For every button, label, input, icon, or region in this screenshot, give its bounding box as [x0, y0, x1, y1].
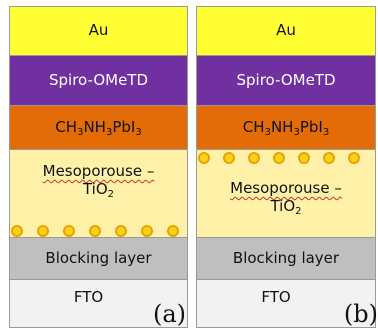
mesoporous-label-line2: TiO2 [270, 197, 302, 217]
fto-layer: FTO [9, 280, 188, 328]
perovskite-label: CH3NH3PbI3 [55, 117, 142, 138]
perovskite-layer: CH3NH3PbI3 [9, 106, 188, 150]
perovskite-layer: CH3NH3PbI3 [196, 106, 376, 150]
panel-label-a: (a) [152, 300, 186, 328]
spiro-layer: Spiro-OMeTD [196, 56, 376, 106]
panel-label-b: (b) [343, 300, 378, 328]
fto-label: FTO [261, 287, 291, 306]
mesoporous-label-line1: Mesoporouse – [230, 178, 342, 197]
au-layer: Au [9, 6, 188, 56]
blocking-layer: Blocking layer [196, 238, 376, 280]
perovskite-label: CH3NH3PbI3 [242, 117, 330, 138]
au-label: Au [276, 21, 296, 40]
fto-label: FTO [73, 287, 104, 306]
mesoporous-label-line1: Mesoporouse – [42, 161, 155, 180]
fto-layer: FTO [196, 280, 376, 328]
mesoporous-label-line2: TiO2 [82, 180, 115, 200]
spiro-layer: Spiro-OMeTD [9, 56, 188, 106]
mesoporous-layer: Mesoporouse – TiO2 [9, 150, 188, 238]
mesoporous-layer: Mesoporouse – TiO2 [196, 150, 376, 238]
blocking-label: Blocking layer [45, 248, 152, 267]
blocking-label: Blocking layer [232, 248, 340, 267]
au-layer: Au [196, 6, 376, 56]
spiro-label: Spiro-OMeTD [236, 70, 336, 89]
spiro-label: Spiro-OMeTD [48, 70, 149, 89]
panel-b: Au Spiro-OMeTD CH3NH3PbI3 Mesoporouse – … [196, 6, 378, 328]
au-label: Au [88, 21, 109, 40]
blocking-layer: Blocking layer [9, 238, 188, 280]
panel-a: Au Spiro-OMeTD CH3NH3PbI3 Mesoporouse – … [9, 6, 188, 328]
